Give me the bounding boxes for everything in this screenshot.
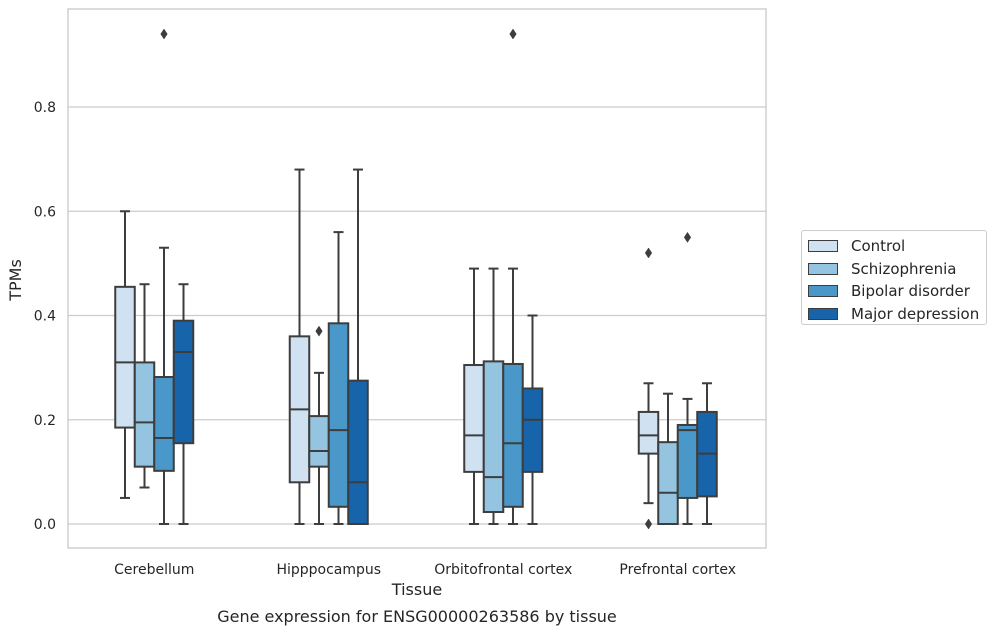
box-plot (696, 382, 718, 525)
box (133, 361, 156, 468)
legend-label: Schizophrenia (851, 259, 957, 278)
legend-swatch (808, 262, 838, 275)
y-tick-label: 0.4 (34, 309, 56, 325)
outlier-point (644, 247, 653, 259)
box-plot (133, 283, 156, 489)
box (172, 319, 195, 445)
box-groups (114, 28, 718, 530)
legend: Control Schizophrenia Bipolar disorder Majo… (801, 230, 987, 325)
box (114, 285, 136, 429)
y-tick-label: 0.6 (34, 204, 56, 220)
box (463, 364, 485, 473)
legend-swatch (808, 308, 838, 321)
box (327, 322, 350, 508)
x-tick-label: Prefrontal cortex (619, 562, 736, 578)
y-tick-label: 0.2 (34, 413, 56, 429)
legend-label: Major depression (851, 305, 980, 324)
x-tick-labels: Cerebellum Hipppocampus Orbitofrontal cort… (114, 562, 736, 578)
x-tick-label: Orbitofrontal cortex (434, 562, 572, 578)
box (482, 360, 505, 514)
outlier-point (509, 28, 517, 40)
outlier-point (315, 325, 323, 337)
legend-item: Control (808, 235, 986, 258)
box (308, 415, 330, 468)
legend-swatch (808, 285, 838, 298)
box (657, 441, 679, 526)
legend-item: Bipolar disorder (808, 280, 986, 303)
box-plot (114, 210, 136, 499)
box-plot (482, 267, 505, 525)
box-plot (521, 314, 544, 525)
x-axis-label: Tissue (391, 580, 442, 599)
chart-title: Gene expression for ENSG00000263586 by t… (217, 607, 617, 626)
box (676, 423, 699, 499)
y-axis-label: TPMs (6, 259, 25, 302)
box-plot (347, 168, 369, 525)
y-tick-label: 0.0 (34, 517, 56, 533)
box-plot (172, 283, 195, 525)
legend-label: Bipolar disorder (851, 282, 970, 301)
y-tick-label: 0.8 (34, 100, 56, 116)
box (502, 362, 524, 508)
box (153, 376, 175, 472)
box (347, 379, 369, 525)
legend-item: Schizophrenia (808, 258, 986, 281)
legend-label: Control (851, 237, 906, 256)
y-tick-labels: 0.0 0.2 0.4 0.6 0.8 (34, 100, 56, 533)
box-plot (637, 247, 660, 530)
outlier-point (683, 231, 692, 243)
legend-swatch (808, 240, 838, 253)
box (637, 410, 660, 455)
outlier-point (644, 518, 653, 530)
box-plot (288, 168, 311, 525)
x-tick-label: Hipppocampus (276, 562, 381, 578)
x-tick-label: Cerebellum (114, 562, 194, 578)
outlier-point (160, 28, 168, 40)
box (521, 387, 544, 473)
box-plot (308, 325, 330, 525)
legend-item: Major depression (808, 303, 986, 326)
box-plot (463, 267, 485, 525)
box-plot (676, 231, 699, 525)
box-plot (153, 28, 175, 525)
